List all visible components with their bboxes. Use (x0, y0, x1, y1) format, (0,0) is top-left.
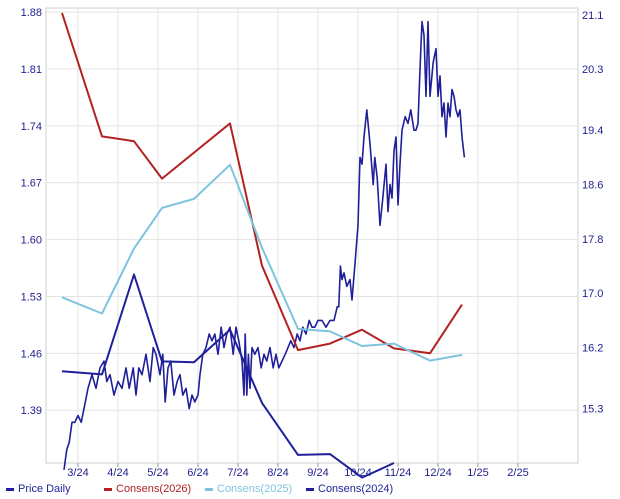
legend-label-price-daily: Price Daily (18, 483, 71, 495)
series-line-consens-2025 (61, 163, 463, 362)
x-tick-label: 6/24 (187, 467, 208, 479)
right-tick-label: 17.0 (582, 288, 603, 300)
left-tick-label: 1.81 (21, 64, 42, 76)
left-tick-label: 1.74 (21, 121, 42, 133)
x-tick-label: 1/25 (467, 467, 488, 479)
x-tick-label: 3/24 (67, 467, 88, 479)
axes: 1.88 1.81 1.74 1.67 1.60 1.53 1.46 1.39 21.1 20.3… (21, 7, 604, 479)
legend-label-consens-2025: Consens(2025) (217, 483, 293, 495)
x-tick-label: 7/24 (227, 467, 248, 479)
right-tick-label: 19.4 (582, 125, 603, 137)
legend: Price Daily Consens(2026) Consens(2025) … (0, 479, 620, 499)
legend-swatch-consens-2025 (205, 487, 213, 491)
legend-label-consens-2024: Consens(2024) (318, 483, 394, 495)
right-tick-label: 16.2 (582, 343, 603, 355)
left-tick-label: 1.67 (21, 178, 42, 190)
x-tick-label: 5/24 (147, 467, 168, 479)
x-tick-label: 2/25 (507, 467, 528, 479)
x-tick-label: 10/24 (344, 467, 372, 479)
legend-item-price-daily: Price Daily (6, 483, 71, 495)
right-tick-label: 17.8 (582, 234, 603, 246)
left-tick-label: 1.53 (21, 291, 42, 303)
legend-item-consens-2024: Consens(2024) (306, 483, 393, 495)
left-tick-label: 1.60 (21, 235, 42, 247)
legend-swatch-price-daily (6, 487, 14, 491)
legend-swatch-consens-2026 (104, 487, 112, 491)
chart: 1.88 1.81 1.74 1.67 1.60 1.53 1.46 1.39 21.1 20.3… (21, 7, 604, 479)
right-tick-label: 20.3 (582, 64, 603, 76)
left-tick-label: 1.46 (21, 348, 42, 360)
left-tick-label: 1.39 (21, 405, 42, 417)
series-line-price-daily (63, 20, 466, 470)
legend-item-consens-2026: Consens(2026) (104, 483, 191, 495)
x-tick-label: 8/24 (267, 467, 288, 479)
left-tick-label: 1.88 (21, 7, 42, 19)
right-tick-label: 15.3 (582, 404, 603, 416)
x-tick-label: 4/24 (107, 467, 128, 479)
x-tick-label: 9/24 (307, 467, 328, 479)
grid (46, 8, 578, 463)
legend-swatch-consens-2024 (306, 487, 314, 491)
right-tick-label: 21.1 (582, 10, 603, 22)
x-tick-label: 11/24 (385, 467, 412, 479)
x-tick-label: 12/24 (424, 467, 452, 479)
legend-label-consens-2026: Consens(2026) (116, 483, 192, 495)
legend-item-consens-2025: Consens(2025) (205, 483, 292, 495)
right-tick-label: 18.6 (582, 180, 603, 192)
series (61, 12, 466, 479)
plot-area (45, 7, 579, 464)
series-line-consens-2026 (61, 12, 463, 355)
series-line-consens-2024 (61, 273, 395, 479)
